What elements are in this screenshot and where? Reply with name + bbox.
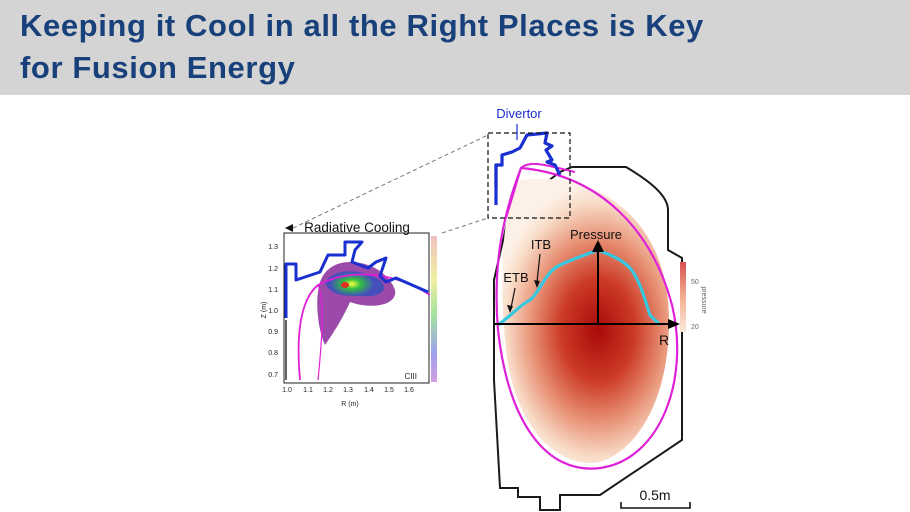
radiative-cooling-inset: 1.3 1.2 1.1 1.0 0.9 0.8 0.7 1.0 1.1 1.2 … bbox=[261, 220, 437, 408]
itb-arrowhead bbox=[534, 280, 540, 288]
r-axis-arrowhead bbox=[668, 319, 680, 329]
itb-pointer bbox=[536, 253, 541, 283]
inset-x-ticks: 1.0 1.1 1.2 1.3 1.4 1.5 1.6 bbox=[282, 387, 414, 394]
inset-y-tick: 0.7 bbox=[268, 372, 278, 379]
inset-x-tick: 1.1 bbox=[303, 387, 313, 394]
zoom-guide-line-top bbox=[292, 134, 489, 229]
colorbar-tick: 20 bbox=[691, 324, 699, 331]
r-axis-label: R bbox=[659, 332, 669, 348]
plasma-pressure-field bbox=[502, 178, 669, 463]
scale-bar bbox=[620, 502, 691, 509]
pressure-profile-curve bbox=[497, 248, 662, 327]
inset-x-tick: 1.5 bbox=[384, 387, 394, 394]
tokamak-cross-section: Divertor Pressure ITB ETB R 50 20 pressu… bbox=[487, 106, 707, 511]
divertor-zoom-box bbox=[487, 132, 571, 219]
emission-peak bbox=[330, 272, 374, 296]
inset-x-axis-label: R (m) bbox=[341, 401, 359, 408]
vessel-wall bbox=[493, 166, 683, 511]
etb-label: ETB bbox=[503, 270, 528, 285]
inset-y-tick: 1.2 bbox=[268, 266, 278, 273]
etb-arrowhead bbox=[507, 305, 513, 313]
pressure-colorbar bbox=[680, 262, 686, 332]
inset-y-tick: 0.9 bbox=[268, 329, 278, 336]
itb-label: ITB bbox=[531, 237, 551, 252]
inset-y-ticks: 1.3 1.2 1.1 1.0 0.9 0.8 0.7 bbox=[268, 244, 278, 379]
inset-x-tick: 1.3 bbox=[343, 387, 353, 394]
inset-title: Radiative Cooling bbox=[304, 220, 410, 235]
inset-separatrix-leg bbox=[317, 284, 323, 381]
divertor-label: Divertor bbox=[496, 106, 542, 121]
colorbar-tick: 50 bbox=[691, 279, 699, 286]
inset-y-tick: 1.3 bbox=[268, 244, 278, 251]
inset-x-tick: 1.6 bbox=[404, 387, 414, 394]
inset-colorbar bbox=[431, 236, 437, 382]
slide-title-line-1: Keeping it Cool in all the Right Places … bbox=[20, 8, 704, 43]
slide-title-line-2: for Fusion Energy bbox=[20, 50, 296, 85]
inset-pointer-icon bbox=[285, 224, 293, 232]
inset-x-tick: 1.2 bbox=[323, 387, 333, 394]
inset-y-axis-label: Z (m) bbox=[261, 302, 268, 319]
inset-x-tick: 1.0 bbox=[282, 387, 292, 394]
pressure-axis-arrowhead bbox=[592, 240, 604, 252]
pressure-label: Pressure bbox=[570, 227, 622, 242]
separatrix-x-point bbox=[505, 162, 576, 219]
separatrix bbox=[495, 166, 679, 470]
emission-hotspot bbox=[341, 282, 349, 288]
etb-pointer bbox=[510, 287, 516, 309]
title-bar: Keeping it Cool in all the Right Places … bbox=[0, 0, 910, 95]
inset-y-tick: 1.1 bbox=[268, 287, 278, 294]
inset-species-label: CIII bbox=[405, 372, 417, 381]
inset-x-tick: 1.4 bbox=[364, 387, 374, 394]
inset-y-tick: 1.0 bbox=[268, 308, 278, 315]
scale-bar-label: 0.5m bbox=[639, 487, 670, 503]
zoom-guide-line-bottom bbox=[441, 217, 489, 234]
colorbar-label: pressure bbox=[700, 286, 707, 313]
inset-divertor-plates bbox=[284, 240, 429, 318]
inset-frame bbox=[283, 232, 430, 384]
inset-y-tick: 0.8 bbox=[268, 350, 278, 357]
